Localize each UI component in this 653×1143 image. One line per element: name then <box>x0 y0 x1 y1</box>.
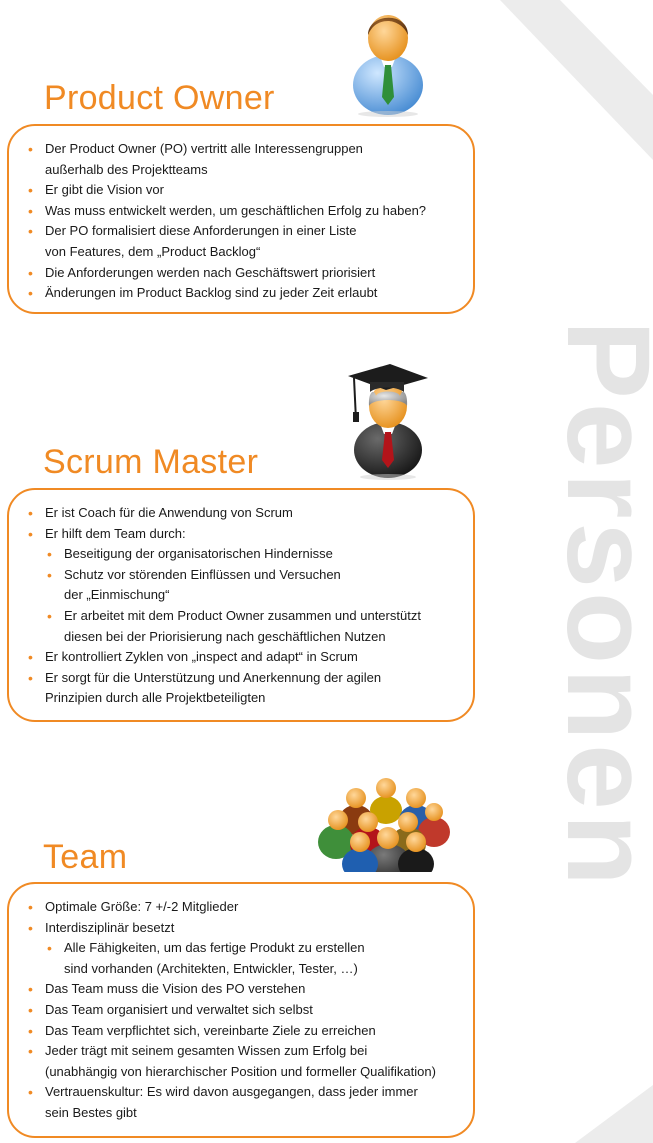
list-item: Er kontrolliert Zyklen von „inspect and … <box>28 647 421 668</box>
list-item: Das Team muss die Vision des PO verstehe… <box>28 979 436 1000</box>
list-item: Schutz vor störenden Einflüssen und Vers… <box>45 565 421 586</box>
list-item: Alle Fähigkeiten, um das fertige Produkt… <box>45 938 436 959</box>
list-item: Prinzipien durch alle Projektbeteiligten <box>45 690 266 706</box>
list-item: Interdisziplinär besetzt <box>28 918 436 939</box>
graduate-icon <box>348 364 428 480</box>
section-title-scrum-master: Scrum Master <box>43 443 259 481</box>
list-item: der „Einmischung“ <box>64 587 170 603</box>
list-item: Der Product Owner (PO) vertritt alle Int… <box>28 139 426 160</box>
vertical-title-watermark: Personen <box>542 320 653 890</box>
list-item: Er ist Coach für die Anwendung von Scrum <box>28 503 421 524</box>
list-item: Das Team organisiert und verwaltet sich … <box>28 1000 436 1021</box>
list-item: Änderungen im Product Backlog sind zu je… <box>28 283 426 304</box>
list-item: Jeder trägt mit seinem gesamten Wissen z… <box>28 1041 436 1062</box>
list-item: Er sorgt für die Unterstützung und Anerk… <box>28 668 421 689</box>
list-item: sind vorhanden (Architekten, Entwickler,… <box>64 960 358 976</box>
list-item: Er gibt die Vision vor <box>28 180 426 201</box>
list-item: Das Team verpflichtet sich, vereinbarte … <box>28 1021 436 1042</box>
list-item: außerhalb des Projektteams <box>45 161 208 177</box>
product-owner-list: Der Product Owner (PO) vertritt alle Int… <box>28 139 426 304</box>
list-item: Der PO formalisiert diese Anforderungen … <box>28 221 426 242</box>
team-group-icon <box>316 778 456 882</box>
list-item: von Features, dem „Product Backlog“ <box>45 243 261 259</box>
section-title-product-owner: Product Owner <box>44 79 275 117</box>
section-title-team: Team <box>43 838 128 876</box>
team-list: Optimale Größe: 7 +/-2 Mitglieder Interd… <box>28 897 436 1124</box>
businessman-icon <box>353 15 423 117</box>
list-item: Was muss entwickelt werden, um geschäftl… <box>28 201 426 222</box>
list-item: Optimale Größe: 7 +/-2 Mitglieder <box>28 897 436 918</box>
list-item: Er arbeitet mit dem Product Owner zusamm… <box>45 606 421 627</box>
list-item: diesen bei der Priorisierung nach geschä… <box>64 628 386 644</box>
list-item: (unabhängig von hierarchischer Position … <box>45 1063 436 1079</box>
list-item: Beseitigung der organisatorischen Hinder… <box>45 544 421 565</box>
list-item: Vertrauenskultur: Es wird davon ausgegan… <box>28 1082 436 1103</box>
scrum-master-list: Er ist Coach für die Anwendung von Scrum… <box>28 503 421 709</box>
list-item: Die Anforderungen werden nach Geschäftsw… <box>28 263 426 284</box>
list-item: Er hilft dem Team durch: <box>28 524 421 545</box>
list-item: sein Bestes gibt <box>45 1104 137 1120</box>
